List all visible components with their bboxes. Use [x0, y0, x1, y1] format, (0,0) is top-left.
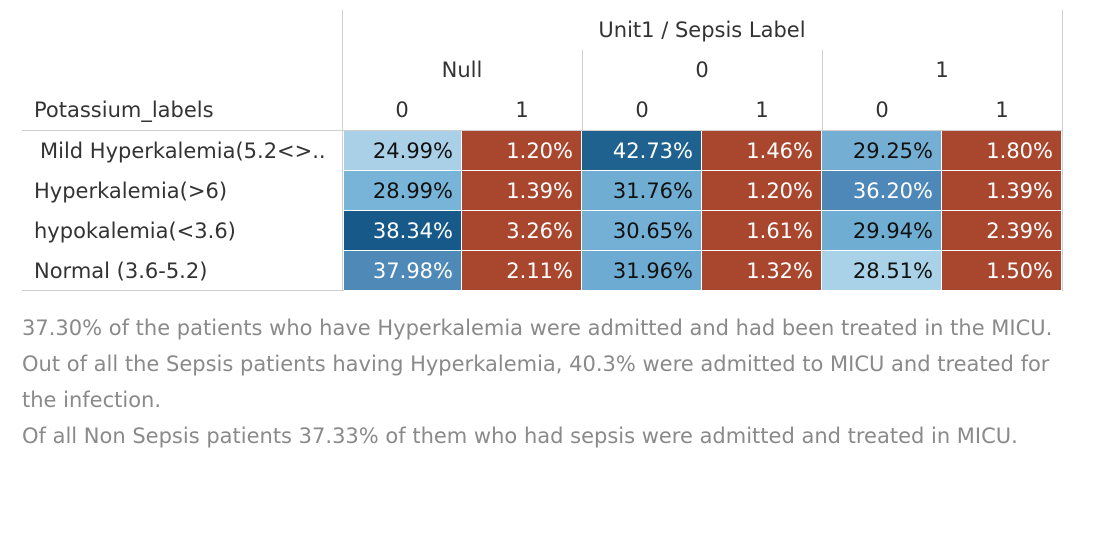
table-cell: 2.11% [462, 251, 582, 291]
table-cell: 29.25% [822, 131, 942, 171]
note-line: Out of all the Sepsis patients having Hy… [22, 352, 1050, 412]
row-header-title: Potassium_labels [34, 98, 214, 122]
table-cell: 1.20% [462, 131, 582, 171]
table-cell: 29.94% [822, 211, 942, 251]
table-cell: 1.39% [942, 171, 1062, 211]
table-cell: 28.51% [822, 251, 942, 291]
subcolumn-label: 1 [755, 98, 769, 122]
subcolumn-label: 0 [395, 98, 409, 122]
table-cell: 31.76% [582, 171, 702, 211]
column-title: Unit1 / Sepsis Label [598, 18, 806, 42]
header-divider-right [1062, 10, 1063, 290]
subcolumn-label: 0 [635, 98, 649, 122]
column-group-label: 1 [935, 58, 949, 82]
table-cell: 3.26% [462, 211, 582, 251]
table-cell: 31.96% [582, 251, 702, 291]
table-cell: 1.20% [702, 171, 822, 211]
header-divider-left [342, 10, 343, 290]
row-label: hypokalemia(<3.6) [34, 219, 236, 243]
subcolumn-label: 1 [995, 98, 1009, 122]
table-cell: 1.46% [702, 131, 822, 171]
table-cell: 28.99% [344, 171, 462, 211]
table-cell: 1.32% [702, 251, 822, 291]
header-divider-group-1 [582, 50, 583, 130]
table-cell: 1.39% [462, 171, 582, 211]
notes-text: 37.30% of the patients who have Hyperkal… [22, 310, 1082, 454]
subcolumn-label: 1 [515, 98, 529, 122]
table-cell: 24.99% [344, 131, 462, 171]
column-group-label: 0 [695, 58, 709, 82]
table-cell: 1.80% [942, 131, 1062, 171]
table-cell: 30.65% [582, 211, 702, 251]
table-cell: 2.39% [942, 211, 1062, 251]
note-line: Of all Non Sepsis patients 37.33% of the… [22, 424, 1018, 448]
row-label: Hyperkalemia(>6) [34, 179, 228, 203]
table-cell: 38.34% [344, 211, 462, 251]
header-divider-group-2 [822, 50, 823, 130]
table-cell: 36.20% [822, 171, 942, 211]
header-bottom-border [22, 130, 1063, 131]
table-cell: 37.98% [344, 251, 462, 291]
note-line: 37.30% of the patients who have Hyperkal… [22, 316, 1053, 340]
table-cell: 1.50% [942, 251, 1062, 291]
row-label: Normal (3.6-5.2) [34, 259, 208, 283]
row-label: Mild Hyperkalemia(5.2<>.. [40, 139, 326, 163]
table-cell: 1.61% [702, 211, 822, 251]
column-group-label: Null [441, 58, 483, 82]
table-cell: 42.73% [582, 131, 702, 171]
subcolumn-label: 0 [875, 98, 889, 122]
